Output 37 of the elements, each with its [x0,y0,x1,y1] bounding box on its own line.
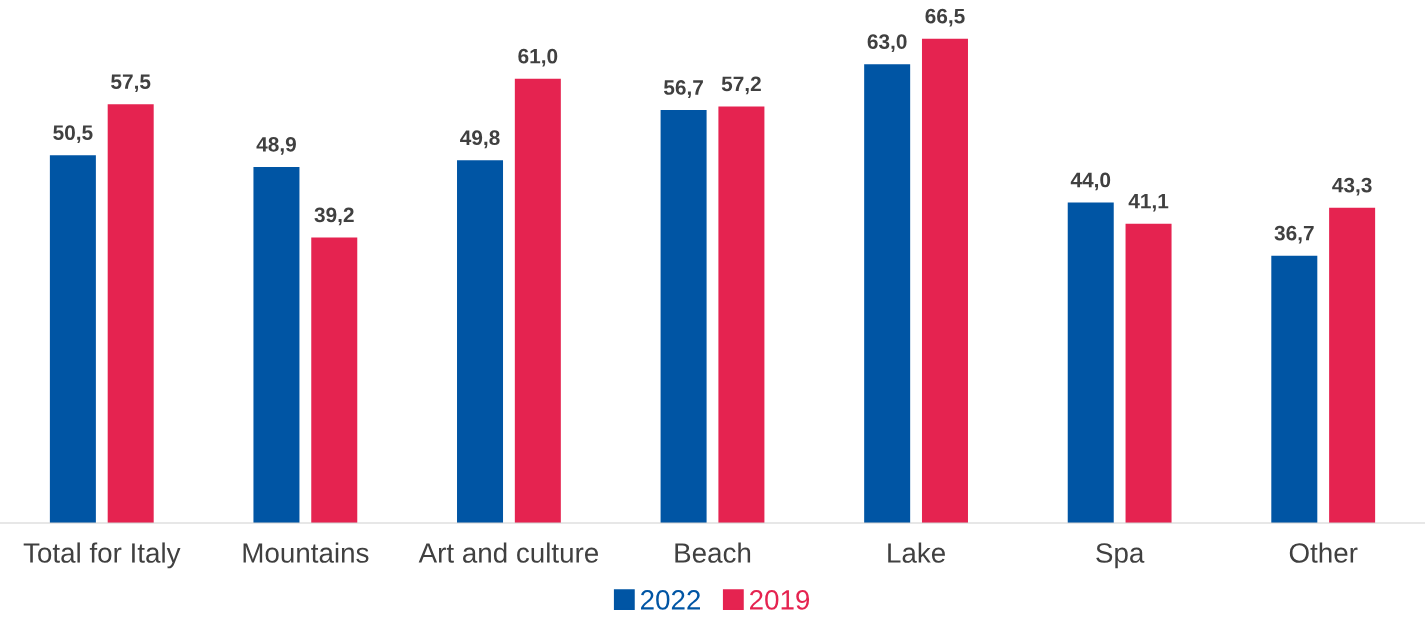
x-tick-label: Spa [1096,543,1145,569]
data-label: 66,5 [925,8,965,27]
data-label: 57,2 [721,76,761,95]
bar [864,64,911,523]
data-label: 41,1 [1128,193,1169,212]
x-tick-label: Lake [888,542,945,563]
bar [253,166,300,523]
data-label: 43,3 [1332,177,1372,196]
bar [514,78,561,523]
data-label: 57,5 [111,74,151,93]
bar [49,155,96,523]
data-label: 56,7 [663,80,703,98]
bar [1125,223,1172,523]
bar [921,38,968,523]
data-label: 36,7 [1274,225,1314,244]
bar [660,110,707,523]
bar [718,106,765,523]
x-tick-label: Beach [675,542,751,563]
data-label: 61,0 [518,48,558,67]
bar [311,237,358,523]
x-tick-label: Other [1289,542,1358,563]
data-label: 50,5 [53,125,93,144]
legend-label: 2022 [641,590,700,610]
data-label: 39,2 [314,207,354,226]
bar [1271,255,1318,523]
bar [457,160,504,523]
data-label: 48,9 [256,136,296,155]
data-label: 63,0 [867,34,907,53]
x-tick-label: Total for Italy [23,542,181,569]
data-label: 44,0 [1070,172,1111,191]
bar [1067,202,1114,523]
x-tick-label: Mountains [243,542,369,563]
bar [107,104,154,523]
legend-label: 2019 [750,590,810,610]
data-label: 49,8 [460,130,500,149]
bar [1329,207,1376,523]
x-tick-label: Art and culture [418,542,599,563]
